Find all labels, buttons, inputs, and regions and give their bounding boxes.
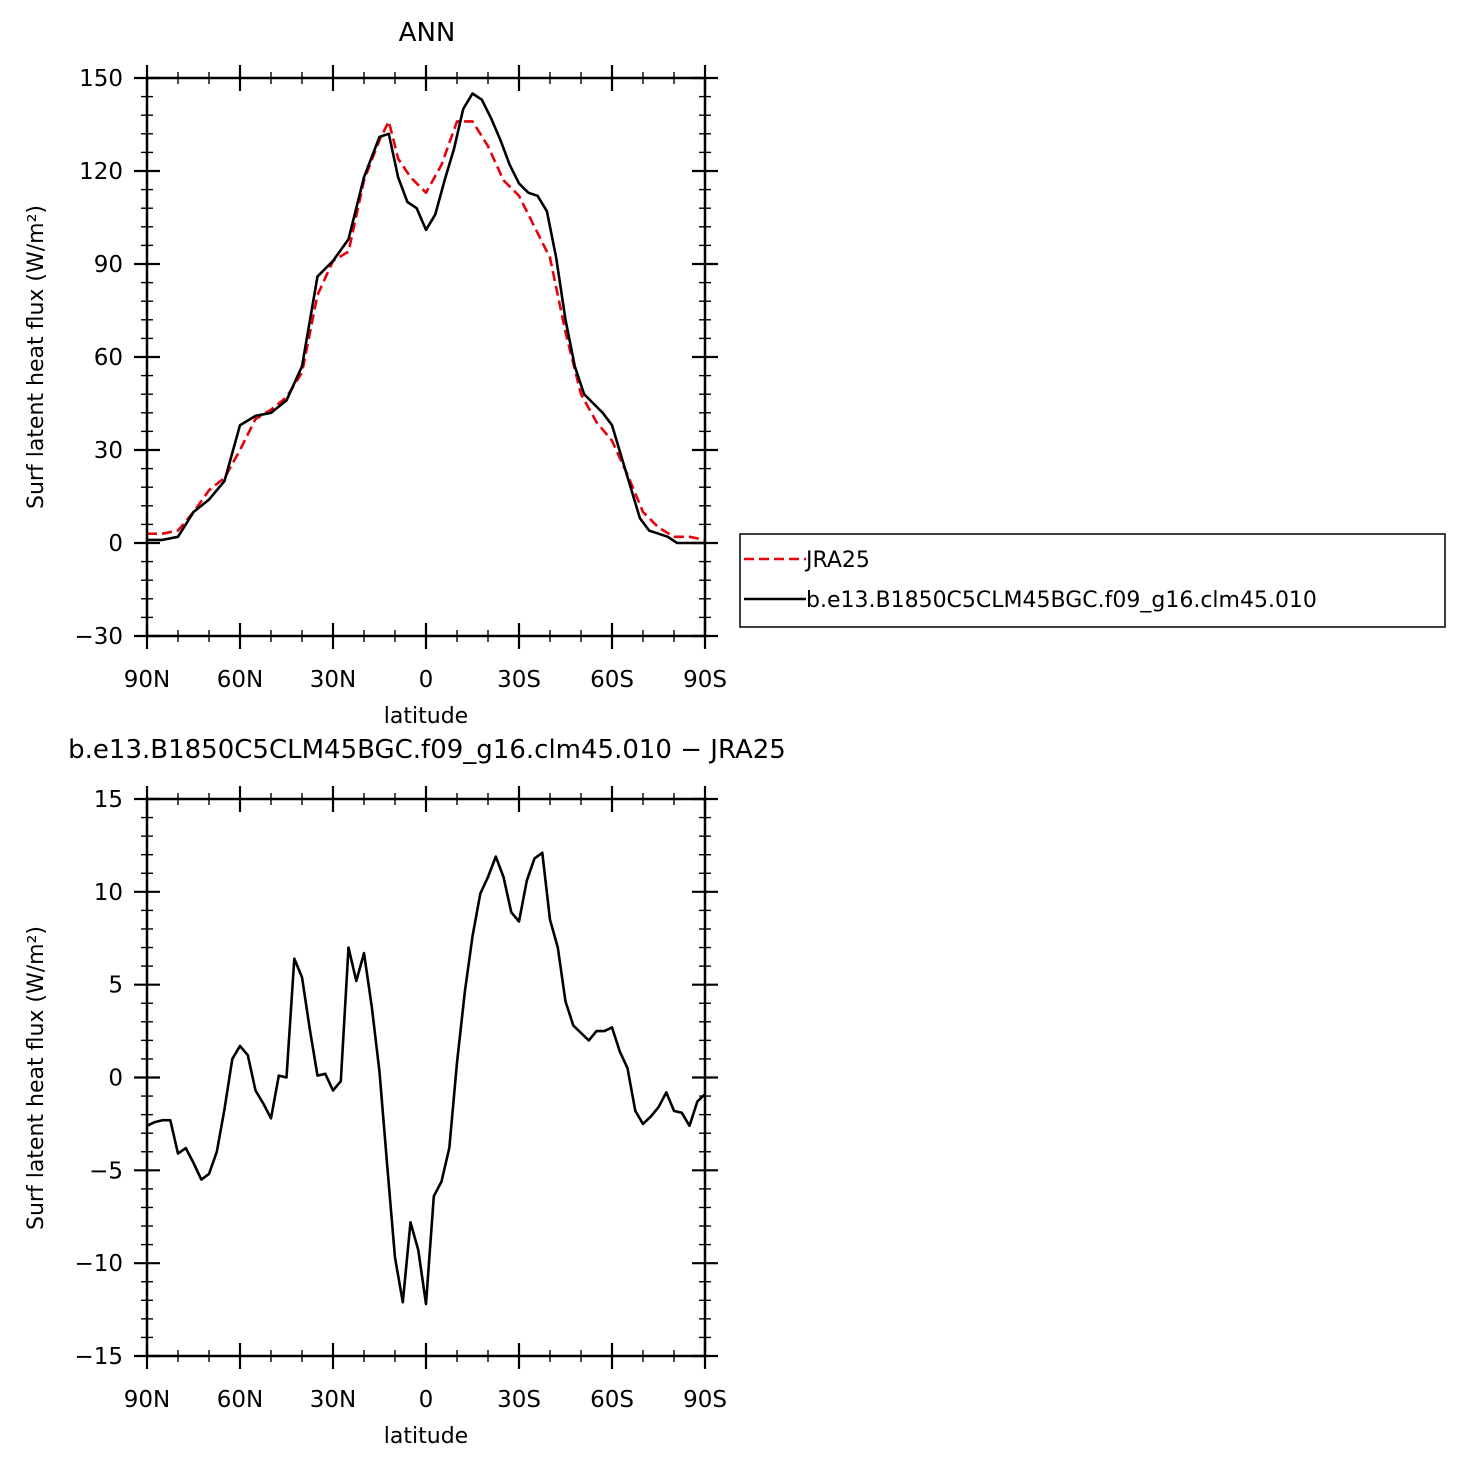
y-tick-label: 120 <box>79 159 123 185</box>
y-tick-label: 5 <box>108 973 123 999</box>
axis-ticks <box>134 65 718 649</box>
chart-title: ANN <box>399 18 456 48</box>
x-tick-label: 60S <box>590 1387 634 1413</box>
x-tick-label: 0 <box>419 1387 434 1413</box>
tick-labels: −30 0 30 60 90 120 150 90N 60N 30N 0 30S 60S 90S <box>74 66 726 693</box>
x-axis-label: latitude <box>384 704 468 729</box>
series-line-b-e13-b1850c5clm45bgc-f09-g16-clm45-010 <box>147 92 705 545</box>
x-tick-label: 90N <box>124 667 170 693</box>
x-tick-label: 0 <box>419 667 434 693</box>
series-line-difference <box>146 851 706 1306</box>
x-tick-label: 60S <box>590 667 634 693</box>
plot-frame <box>145 797 707 1358</box>
y-tick-label: 15 <box>94 787 123 813</box>
tick-labels: −15 −10 −5 0 5 10 15 90N 60N 30N 0 30S 60S 90S <box>74 787 726 1413</box>
y-tick-label: −5 <box>89 1158 123 1184</box>
y-tick-label: −15 <box>74 1344 123 1370</box>
series-layer <box>146 851 706 1306</box>
x-tick-label: 60N <box>217 667 263 693</box>
y-tick-label: 0 <box>108 1066 123 1092</box>
x-tick-label: 30S <box>497 667 541 693</box>
y-tick-label: −10 <box>74 1251 123 1277</box>
panel-bottom-chart: b.e13.B1850C5CLM45BGC.f09_g16.clm45.010 … <box>24 735 786 1449</box>
x-tick-label: 30N <box>310 1387 356 1413</box>
y-tick-label: 90 <box>94 252 123 278</box>
y-tick-label: 10 <box>94 880 123 906</box>
series-line-jra25 <box>147 120 706 542</box>
x-tick-label: 90S <box>683 1387 727 1413</box>
y-tick-label: 30 <box>94 438 123 464</box>
y-axis-label: Surf latent heat flux (W/m²) <box>24 926 49 1230</box>
legend-box <box>739 533 1446 628</box>
x-tick-label: 90N <box>124 1387 170 1413</box>
plot-frame <box>145 76 707 638</box>
y-tick-label: 60 <box>94 345 123 371</box>
x-tick-label: 30N <box>310 667 356 693</box>
x-tick-label: 30S <box>497 1387 541 1413</box>
y-tick-label: 0 <box>108 531 123 557</box>
y-tick-label: 150 <box>79 66 123 92</box>
legend: JRA25 b.e13.B1850C5CLM45BGC.f09_g16.clm4… <box>739 533 1446 628</box>
x-tick-label: 90S <box>683 667 727 693</box>
series-layer <box>147 92 706 545</box>
x-tick-label: 60N <box>217 1387 263 1413</box>
y-tick-label: −30 <box>74 624 123 650</box>
difference-chart-title: b.e13.B1850C5CLM45BGC.f09_g16.clm45.010 … <box>68 735 786 765</box>
legend-label-model: b.e13.B1850C5CLM45BGC.f09_g16.clm45.010 <box>806 588 1317 613</box>
legend-label-jra25: JRA25 <box>804 548 870 573</box>
x-axis-label: latitude <box>384 1424 468 1449</box>
y-axis-label: Surf latent heat flux (W/m²) <box>24 205 49 509</box>
